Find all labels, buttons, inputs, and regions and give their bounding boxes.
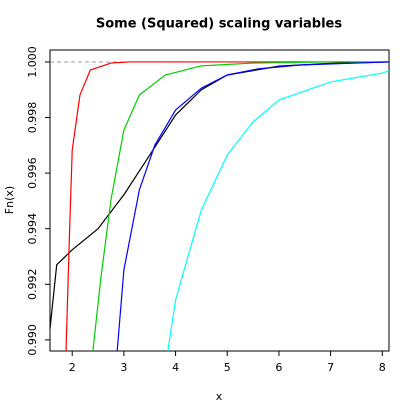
x-tick-label: 8 <box>379 361 386 374</box>
series-line <box>50 61 389 329</box>
x-tick-label: 2 <box>69 361 76 374</box>
series-line <box>167 70 389 351</box>
x-tick-label: 4 <box>172 361 179 374</box>
y-tick-label: 0.998 <box>26 102 39 134</box>
x-tick-label: 6 <box>275 361 282 374</box>
x-tick-label: 3 <box>120 361 127 374</box>
y-tick-label: 0.996 <box>26 157 39 189</box>
series-line <box>116 61 389 351</box>
plot-area <box>50 61 389 351</box>
y-tick-label: 0.994 <box>26 213 39 245</box>
y-tick-label: 1.000 <box>26 46 39 78</box>
y-axis-label: Fn(x) <box>3 186 16 214</box>
y-tick-label: 0.992 <box>26 269 39 301</box>
x-axis-label: x <box>216 390 223 403</box>
x-tick-label: 5 <box>224 361 231 374</box>
plot-frame <box>49 49 390 352</box>
series-line <box>65 61 389 351</box>
x-tick-label: 7 <box>327 361 334 374</box>
series-line <box>92 61 389 351</box>
y-tick-label: 0.990 <box>26 324 39 356</box>
chart-title: Some (Squared) scaling variables <box>96 17 343 32</box>
